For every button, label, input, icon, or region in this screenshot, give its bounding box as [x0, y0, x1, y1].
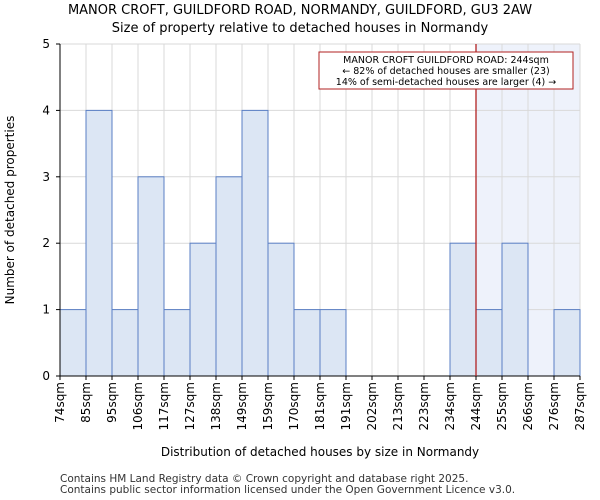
y-tick-label: 4	[42, 103, 50, 117]
x-tick-label: 202sqm	[365, 382, 379, 430]
x-tick-label: 74sqm	[53, 382, 67, 423]
x-tick-label: 106sqm	[131, 382, 145, 430]
y-tick-label: 2	[42, 236, 50, 250]
annotation-box	[318, 51, 574, 90]
bar	[85, 109, 113, 377]
bar	[293, 309, 321, 377]
x-tick-label: 255sqm	[495, 382, 509, 430]
x-tick-label: 287sqm	[573, 382, 587, 430]
y-tick-label: 5	[42, 37, 50, 51]
x-tick-label: 223sqm	[417, 382, 431, 430]
annotation-line-3: 14% of semi-detached houses are larger (…	[336, 77, 556, 88]
x-tick-label: 244sqm	[469, 382, 483, 430]
x-tick-label: 95sqm	[105, 382, 119, 423]
x-tick-label: 234sqm	[443, 382, 457, 430]
y-tick-label: 0	[42, 369, 50, 383]
bar	[267, 242, 295, 377]
bar	[163, 309, 191, 377]
bar	[449, 242, 477, 377]
bar	[475, 309, 503, 377]
x-tick-label: 191sqm	[339, 382, 353, 430]
y-axis-label: Number of detached properties	[3, 116, 17, 305]
bar	[111, 309, 139, 377]
bar	[215, 176, 243, 377]
x-tick-label: 149sqm	[235, 382, 249, 430]
annotation-line-2: ← 82% of detached houses are smaller (23…	[342, 66, 549, 77]
x-tick-label: 266sqm	[521, 382, 535, 430]
bar	[319, 309, 347, 377]
bar	[137, 176, 165, 377]
bar	[553, 309, 581, 377]
bar	[59, 309, 87, 377]
bar	[241, 109, 269, 377]
footer-line-1: Contains HM Land Registry data © Crown c…	[60, 473, 469, 485]
y-tick-label: 1	[42, 303, 50, 317]
annotation-line-1: MANOR CROFT GUILDFORD ROAD: 244sqm	[343, 55, 549, 66]
x-tick-label: 138sqm	[209, 382, 223, 430]
x-tick-label: 276sqm	[547, 382, 561, 430]
x-axis-label: Distribution of detached houses by size …	[161, 445, 479, 459]
x-tick-label: 181sqm	[313, 382, 327, 430]
chart-subtitle: Size of property relative to detached ho…	[111, 21, 489, 36]
x-tick-label: 159sqm	[261, 382, 275, 430]
y-tick-label: 3	[42, 170, 50, 184]
x-tick-label: 85sqm	[79, 382, 93, 423]
footer-line-2: Contains public sector information licen…	[60, 484, 516, 496]
chart-title: MANOR CROFT, GUILDFORD ROAD, NORMANDY, G…	[67, 3, 533, 18]
x-tick-label: 170sqm	[287, 382, 301, 430]
bar	[189, 242, 217, 377]
x-tick-label: 213sqm	[391, 382, 405, 430]
bar	[501, 242, 529, 377]
x-tick-label: 127sqm	[183, 382, 197, 430]
x-tick-label: 117sqm	[157, 382, 171, 430]
